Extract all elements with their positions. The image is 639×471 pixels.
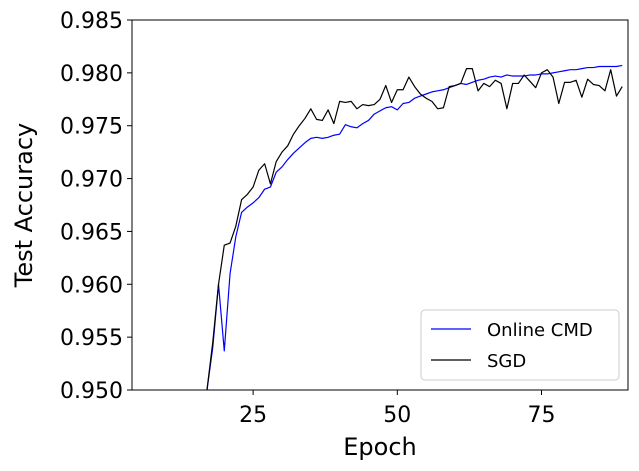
y-tick-label: 0.950 (60, 379, 123, 404)
legend-label-online-cmd: Online CMD (487, 320, 593, 341)
y-tick-label: 0.960 (60, 273, 123, 298)
y-axis-title: Test Accuracy (10, 123, 38, 288)
x-axis-title: Epoch (343, 433, 417, 461)
series-line-online-cmd (206, 64, 623, 391)
y-tick-label: 0.985 (60, 9, 123, 34)
legend-box (420, 309, 620, 381)
x-tick-label: 25 (239, 403, 267, 428)
x-tick-label: 50 (383, 403, 411, 428)
y-axis: 0.950 0.955 0.960 0.965 0.970 0.975 0.980 0.985 (60, 9, 132, 404)
y-tick-label: 0.970 (60, 168, 123, 193)
plot-frame (131, 19, 629, 391)
legend-label-sgd: SGD (487, 351, 526, 372)
y-tick-label: 0.980 (60, 62, 123, 87)
series-line-sgd (206, 68, 623, 391)
y-tick-label: 0.975 (60, 115, 123, 140)
series-layer (206, 64, 623, 391)
y-tick-label: 0.955 (60, 326, 123, 351)
x-tick-label: 75 (527, 403, 555, 428)
y-tick-label: 0.965 (60, 220, 123, 245)
x-axis: 25 50 75 (239, 390, 555, 428)
legend: Online CMD SGD (420, 309, 620, 381)
